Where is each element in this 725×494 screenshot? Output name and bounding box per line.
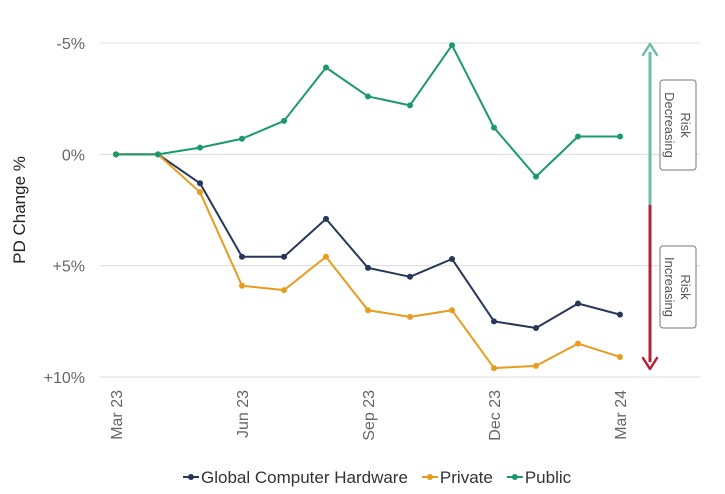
- data-point: [197, 144, 203, 151]
- data-point: [281, 117, 287, 124]
- x-tick-label: Sep 23: [361, 390, 378, 441]
- y-axis-ticks: -5% 0% +5% +10%: [44, 36, 85, 387]
- data-point: [449, 307, 455, 314]
- series-line: [116, 44, 620, 178]
- data-point: [617, 133, 623, 140]
- data-point: [155, 151, 161, 158]
- data-point: [533, 325, 539, 332]
- data-point: [323, 64, 329, 71]
- x-tick-label: Jun 23: [235, 390, 252, 438]
- data-point: [323, 215, 329, 222]
- legend-marker: [426, 474, 433, 480]
- data-point: [323, 253, 329, 260]
- data-point: [449, 42, 455, 49]
- series-line: [116, 153, 621, 330]
- legend-label: Global Computer Hardware: [201, 468, 408, 487]
- data-point: [575, 133, 581, 140]
- legend-label: Public: [525, 468, 572, 487]
- x-axis-ticks: Mar 23 Jun 23 Sep 23 Dec 23 Mar 24: [109, 390, 630, 441]
- legend-marker: [188, 474, 194, 480]
- data-point: [407, 102, 413, 109]
- x-tick-label: Mar 24: [613, 390, 630, 440]
- grid-lines: [100, 42, 700, 378]
- y-tick-label: +5%: [53, 259, 85, 276]
- series-lines: [113, 42, 623, 372]
- data-point: [239, 135, 245, 142]
- risk-increasing-box: [659, 245, 697, 329]
- risk-annotations: RiskDecreasing RiskIncreasing: [641, 42, 697, 371]
- data-point: [533, 362, 539, 369]
- risk-increasing-arrowhead: [641, 356, 659, 371]
- data-point: [365, 307, 371, 314]
- y-tick-label: -5%: [57, 36, 85, 53]
- data-point: [407, 313, 413, 320]
- data-point: [239, 253, 245, 260]
- data-point: [281, 287, 287, 294]
- data-point: [491, 365, 497, 372]
- risk-increasing-label: RiskIncreasing: [662, 257, 693, 317]
- data-point: [197, 189, 203, 196]
- y-tick-label: +10%: [44, 370, 85, 387]
- data-point: [491, 318, 497, 325]
- legend: Global Computer Hardware Private Public: [183, 468, 572, 487]
- series-line: [116, 153, 621, 370]
- x-tick-label: Dec 23: [487, 390, 504, 441]
- data-point: [533, 173, 539, 180]
- data-point: [365, 264, 371, 271]
- data-point: [491, 124, 497, 131]
- data-point: [197, 180, 203, 187]
- data-point: [575, 340, 581, 347]
- data-point: [407, 273, 413, 280]
- data-point: [617, 311, 623, 318]
- legend-label: Private: [440, 468, 493, 487]
- data-point: [113, 151, 119, 158]
- y-axis-title: PD Change %: [10, 156, 29, 264]
- legend-marker: [511, 474, 518, 480]
- data-point: [239, 282, 245, 289]
- risk-decreasing-label: RiskDecreasing: [662, 92, 693, 158]
- y-tick-label: 0%: [62, 147, 85, 164]
- data-point: [575, 300, 581, 307]
- data-point: [281, 253, 287, 260]
- risk-decreasing-arrowhead: [641, 42, 659, 57]
- data-point: [617, 353, 623, 360]
- data-point: [365, 93, 371, 100]
- risk-decreasing-box: [659, 79, 697, 171]
- data-point: [449, 255, 455, 262]
- x-tick-label: Mar 23: [109, 390, 126, 440]
